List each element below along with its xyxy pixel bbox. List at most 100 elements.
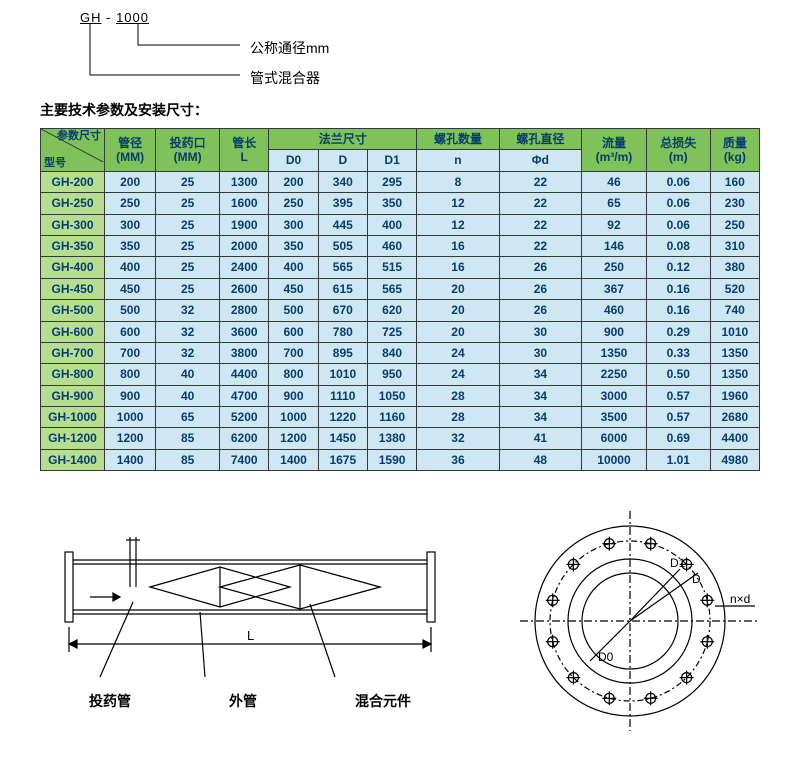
cell-value: 146 xyxy=(582,235,647,256)
cell-value: 0.33 xyxy=(646,342,710,363)
cell-model: GH-1200 xyxy=(41,428,105,449)
cell-value: 900 xyxy=(105,385,156,406)
cell-value: 395 xyxy=(318,193,367,214)
cell-value: 1110 xyxy=(318,385,367,406)
corner-label-top: 参数尺寸 xyxy=(57,130,101,143)
table-row: GH-700700323800700895840243013500.331350 xyxy=(41,342,760,363)
cell-value: 1380 xyxy=(367,428,416,449)
model-label-mixer: 管式混合器 xyxy=(250,68,320,88)
cell-value: 32 xyxy=(156,342,220,363)
cell-value: 0.12 xyxy=(646,257,710,278)
cell-value: 250 xyxy=(269,193,318,214)
cell-value: 505 xyxy=(318,235,367,256)
table-head: 参数尺寸 型号 管径(MM) 投药口(MM) 管长L 法兰尺寸 螺孔数量 螺孔直… xyxy=(41,129,760,172)
cell-value: 22 xyxy=(499,214,581,235)
cell-value: 300 xyxy=(269,214,318,235)
cell-value: 670 xyxy=(318,300,367,321)
cell-value: 600 xyxy=(269,321,318,342)
label-mixing-element: 混合元件 xyxy=(355,691,411,711)
cell-value: 0.08 xyxy=(646,235,710,256)
cell-value: 65 xyxy=(582,193,647,214)
cell-value: 780 xyxy=(318,321,367,342)
cell-value: 4400 xyxy=(710,428,759,449)
table-row: GH-200200251300200340295822460.06160 xyxy=(41,171,760,192)
cell-value: 25 xyxy=(156,235,220,256)
cell-value: 8 xyxy=(417,171,499,192)
cell-value: 12 xyxy=(417,193,499,214)
cell-value: 460 xyxy=(367,235,416,256)
cell-value: 1010 xyxy=(318,364,367,385)
flange-D1: D1 xyxy=(670,556,686,570)
cell-value: 0.16 xyxy=(646,300,710,321)
cell-value: 725 xyxy=(367,321,416,342)
label-dosing-tube: 投药管 xyxy=(89,691,131,711)
cell-value: 1450 xyxy=(318,428,367,449)
cell-value: 34 xyxy=(499,407,581,428)
table-row: GH-3003002519003004454001222920.06250 xyxy=(41,214,760,235)
col-pipe-dia: 管径(MM) xyxy=(105,129,156,172)
cell-value: 48 xyxy=(499,449,581,470)
cell-value: 12 xyxy=(417,214,499,235)
cell-value: 10000 xyxy=(582,449,647,470)
cell-value: 515 xyxy=(367,257,416,278)
col-d: D xyxy=(318,150,367,171)
cell-value: 0.06 xyxy=(646,171,710,192)
cell-model: GH-200 xyxy=(41,171,105,192)
cell-value: 2000 xyxy=(220,235,269,256)
cell-value: 0.06 xyxy=(646,193,710,214)
pipe-labels-row: 投药管 外管 混合元件 xyxy=(40,691,460,711)
cell-value: 0.06 xyxy=(646,214,710,235)
table-row: GH-8008004044008001010950243422500.50135… xyxy=(41,364,760,385)
cell-value: 6200 xyxy=(220,428,269,449)
cell-value: 28 xyxy=(417,407,499,428)
cell-value: 26 xyxy=(499,300,581,321)
col-mass: 质量(kg) xyxy=(710,129,759,172)
cell-value: 40 xyxy=(156,364,220,385)
cell-value: 600 xyxy=(105,321,156,342)
cell-value: 1000 xyxy=(269,407,318,428)
cell-model: GH-600 xyxy=(41,321,105,342)
cell-value: 22 xyxy=(499,171,581,192)
cell-value: 20 xyxy=(417,300,499,321)
cell-value: 34 xyxy=(499,385,581,406)
cell-value: 20 xyxy=(417,278,499,299)
cell-value: 2800 xyxy=(220,300,269,321)
table-body: GH-200200251300200340295822460.06160GH-2… xyxy=(41,171,760,470)
cell-value: 400 xyxy=(367,214,416,235)
cell-value: 34 xyxy=(499,364,581,385)
cell-value: 380 xyxy=(710,257,759,278)
cell-value: 1000 xyxy=(105,407,156,428)
cell-model: GH-300 xyxy=(41,214,105,235)
cell-value: 25 xyxy=(156,193,220,214)
cell-model: GH-700 xyxy=(41,342,105,363)
corner-label-bottom: 型号 xyxy=(44,157,66,170)
cell-value: 1160 xyxy=(367,407,416,428)
table-row: GH-60060032360060078072520309000.291010 xyxy=(41,321,760,342)
cell-value: 26 xyxy=(499,257,581,278)
cell-value: 565 xyxy=(318,257,367,278)
table-row: GH-35035025200035050546016221460.08310 xyxy=(41,235,760,256)
cell-value: 1200 xyxy=(269,428,318,449)
cell-value: 25 xyxy=(156,278,220,299)
cell-value: 310 xyxy=(710,235,759,256)
dim-L-text: L xyxy=(247,628,254,643)
cell-value: 367 xyxy=(582,278,647,299)
cell-value: 2600 xyxy=(220,278,269,299)
cell-value: 22 xyxy=(499,235,581,256)
cell-value: 3000 xyxy=(582,385,647,406)
cell-value: 28 xyxy=(417,385,499,406)
table-row: GH-90090040470090011101050283430000.5719… xyxy=(41,385,760,406)
cell-value: 1350 xyxy=(582,342,647,363)
cell-value: 30 xyxy=(499,342,581,363)
cell-value: 445 xyxy=(318,214,367,235)
table-row: GH-140014008574001400167515903648100001.… xyxy=(41,449,760,470)
section-title: 主要技术参数及安装尺寸： xyxy=(40,100,800,120)
cell-value: 2400 xyxy=(220,257,269,278)
cell-value: 450 xyxy=(105,278,156,299)
cell-value: 40 xyxy=(156,385,220,406)
col-bolt-count-label: 螺孔数量 xyxy=(417,129,499,150)
cell-value: 0.57 xyxy=(646,407,710,428)
cell-value: 500 xyxy=(269,300,318,321)
spec-table: 参数尺寸 型号 管径(MM) 投药口(MM) 管长L 法兰尺寸 螺孔数量 螺孔直… xyxy=(40,128,760,471)
cell-value: 0.57 xyxy=(646,385,710,406)
